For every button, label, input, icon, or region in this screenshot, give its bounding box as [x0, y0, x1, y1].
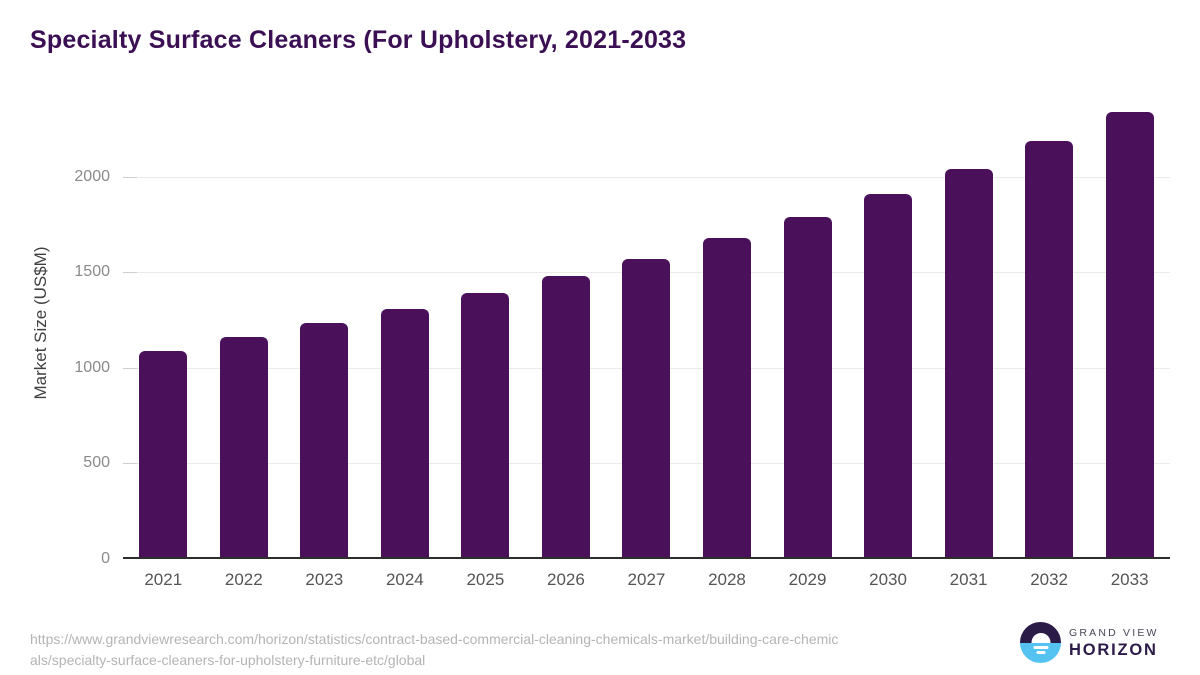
x-axis-line	[123, 557, 1170, 559]
grand-view-horizon-logo: GRAND VIEW HORIZON	[1020, 622, 1180, 664]
source-url: https://www.grandviewresearch.com/horizo…	[30, 629, 970, 671]
bar-2028	[702, 237, 751, 559]
bar-slot-2026	[526, 100, 607, 559]
bar-slot-2024	[365, 100, 446, 559]
bar-2023	[300, 322, 349, 559]
bar-slot-2028	[687, 100, 768, 559]
bar-slot-2021	[123, 100, 204, 559]
bar-slot-2030	[848, 100, 929, 559]
bar-slot-2031	[928, 100, 1009, 559]
x-tick-label-2026: 2026	[547, 570, 585, 589]
bar-2026	[541, 275, 590, 559]
bar-slot-2032	[1009, 100, 1090, 559]
source-url-line-1: https://www.grandviewresearch.com/horizo…	[30, 631, 839, 647]
bars-layer	[123, 100, 1170, 559]
bar-slot-2027	[606, 100, 687, 559]
source-url-line-2: als/specialty-surface-cleaners-for-uphol…	[30, 652, 426, 668]
x-axis-labels: 2021 2022 2023 2024 2025 2026 2027 2028 2029 2030…	[123, 570, 1170, 590]
x-tick-label-2025: 2025	[466, 570, 505, 589]
y-tick-label-0: 0	[101, 550, 110, 567]
bar-2024	[380, 308, 429, 559]
y-tick-mark	[123, 463, 137, 465]
sun-icon	[1031, 633, 1050, 643]
logo-text: GRAND VIEW HORIZON	[1069, 627, 1159, 660]
bar-2031	[944, 168, 993, 559]
y-tick-label-2000: 2000	[74, 167, 110, 185]
x-tick-label-2032: 2032	[1030, 570, 1069, 589]
logo-horizon-label: HORIZON	[1069, 641, 1158, 659]
x-tick-label-2021: 2021	[144, 570, 183, 589]
y-tick-mark	[123, 176, 137, 178]
bar-2022	[219, 337, 268, 559]
x-tick-label-2024: 2024	[385, 570, 424, 589]
x-tick-label-2022: 2022	[224, 570, 263, 589]
x-tick-label-2027: 2027	[627, 570, 666, 589]
x-tick-label-2029: 2029	[788, 570, 827, 589]
bar-2027	[622, 258, 671, 559]
bar-slot-2025	[445, 100, 526, 559]
y-tick-label-1500: 1500	[74, 263, 110, 281]
y-tick-mark	[123, 367, 137, 369]
bar-slot-2033	[1089, 100, 1170, 559]
y-tick-label-1000: 1000	[74, 358, 110, 376]
horizon-sun-icon	[1020, 622, 1061, 663]
bar-2032	[1025, 141, 1074, 559]
chart-title: Specialty Surface Cleaners (For Upholste…	[30, 26, 687, 54]
bar-2025	[461, 293, 510, 559]
sun-reflection-line	[1036, 651, 1045, 654]
bar-slot-2022	[204, 100, 285, 559]
x-tick-label-2030: 2030	[869, 570, 907, 589]
horizon-sky	[1020, 622, 1061, 643]
bar-2033	[1105, 111, 1154, 559]
bar-2029	[783, 216, 832, 559]
x-tick-label-2033: 2033	[1110, 570, 1149, 589]
bar-2030	[864, 193, 913, 559]
y-tick-label-500: 500	[83, 454, 110, 472]
bar-slot-2023	[284, 100, 365, 559]
x-tick-label-2031: 2031	[949, 570, 988, 589]
sun-reflection-line	[1033, 646, 1048, 649]
x-tick-label-2028: 2028	[708, 570, 746, 589]
bar-2021	[139, 350, 188, 559]
gridline-2000	[123, 176, 1170, 178]
bar-slot-2029	[767, 100, 848, 559]
x-tick-label-2023: 2023	[305, 570, 344, 589]
y-tick-mark	[123, 272, 137, 274]
logo-grand-view-label: GRAND VIEW	[1069, 627, 1159, 639]
